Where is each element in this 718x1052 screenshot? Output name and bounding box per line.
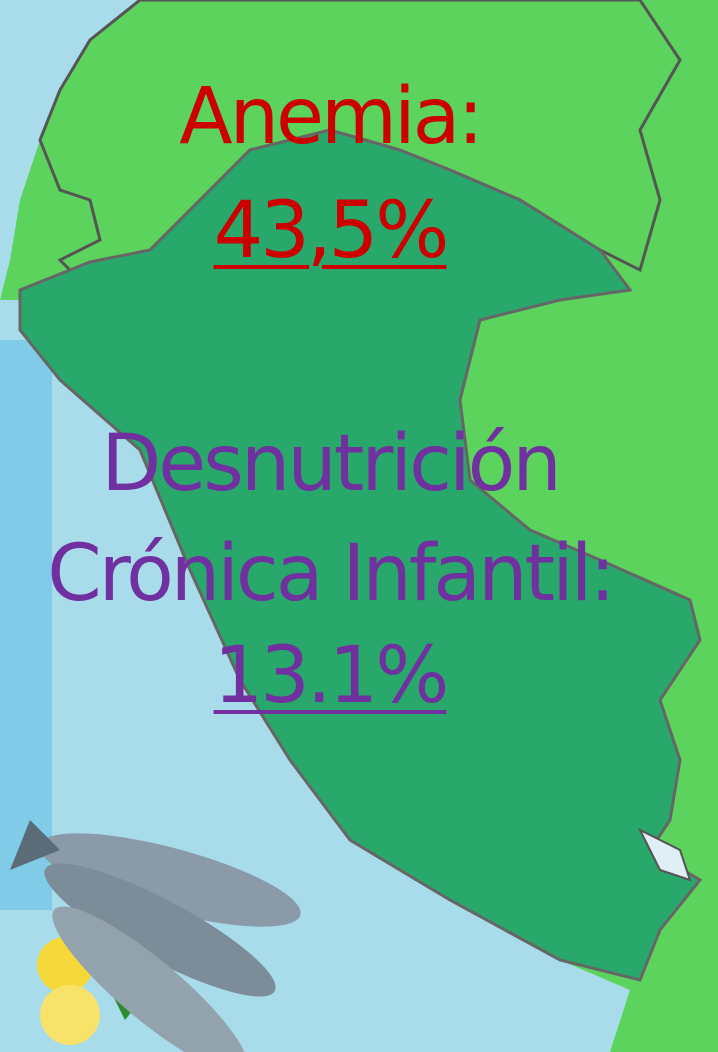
- stat-value: 43,5%: [0, 192, 660, 270]
- page: Anemia: 43,5% Desnutrición Crónica Infan…: [0, 0, 718, 1052]
- stat-label: Anemia:: [0, 78, 660, 156]
- stat-label: Crónica Infantil:: [0, 535, 660, 613]
- stat-label: Desnutrición: [0, 425, 660, 503]
- stat-value: 13.1%: [0, 637, 660, 715]
